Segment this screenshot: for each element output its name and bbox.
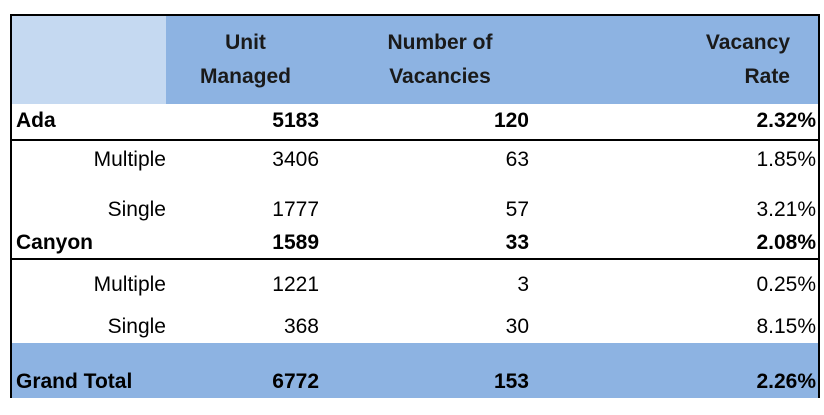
row-vacancies: 30 — [505, 315, 529, 338]
row-label: Single — [107, 315, 166, 338]
row-label: Single — [107, 198, 166, 221]
header-vacancy-rate: Vacancy Rate — [705, 31, 790, 88]
table-row-ada: Ada 5183 120 2.32% — [12, 104, 818, 138]
row-rate: 1.85% — [756, 148, 816, 171]
row-vacancies: 3 — [517, 273, 529, 296]
row-units: 6772 — [272, 370, 319, 393]
row-units: 3406 — [272, 148, 319, 171]
table-header-row: Unit Managed Number of Vacancies Vacancy… — [12, 16, 818, 104]
row-vacancies: 153 — [493, 370, 529, 393]
row-vacancies: 120 — [493, 109, 529, 132]
table-row: Single 368 30 8.15% — [12, 310, 818, 344]
row-rate: 0.25% — [756, 273, 816, 296]
row-vacancies: 33 — [505, 231, 529, 254]
row-units: 1777 — [272, 198, 319, 221]
row-vacancies: 57 — [505, 198, 529, 221]
row-rate: 8.15% — [756, 315, 816, 338]
header-number-of-vacancies: Number of Vacancies — [387, 31, 493, 88]
row-vacancies: 63 — [505, 148, 529, 171]
row-label: Grand Total — [16, 370, 133, 393]
row-units: 5183 — [272, 109, 319, 132]
row-units: 1221 — [272, 273, 319, 296]
row-rate: 2.32% — [756, 109, 816, 132]
row-units: 1589 — [272, 231, 319, 254]
table-row: Multiple 3406 63 1.85% — [12, 143, 818, 177]
table-row: Single 1777 57 3.21% — [12, 193, 818, 227]
row-label: Multiple — [93, 148, 166, 171]
group-divider — [12, 258, 818, 260]
row-rate: 2.26% — [756, 370, 816, 393]
group-divider — [12, 139, 818, 141]
table-row-canyon: Canyon 1589 33 2.08% — [12, 226, 818, 260]
table-row: Multiple 1221 3 0.25% — [12, 268, 818, 302]
header-blank-cell — [12, 16, 166, 104]
grand-total-row: Grand Total 6772 153 2.26% — [12, 343, 818, 398]
header-unit-managed: Unit Managed — [199, 31, 291, 88]
row-label: Canyon — [16, 231, 94, 254]
row-label: Ada — [16, 109, 56, 132]
row-units: 368 — [283, 315, 319, 338]
row-label: Multiple — [93, 273, 166, 296]
row-rate: 2.08% — [756, 231, 816, 254]
row-rate: 3.21% — [756, 198, 816, 221]
vacancy-table: Unit Managed Number of Vacancies Vacancy… — [10, 14, 820, 398]
